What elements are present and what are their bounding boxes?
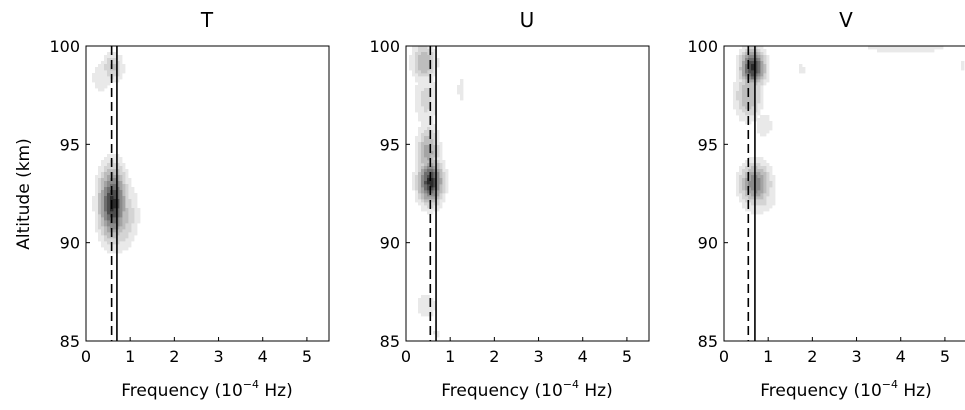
contour-level xyxy=(739,49,767,200)
x-tick-label: 1 xyxy=(763,347,773,366)
y-tick-label: 95 xyxy=(60,135,80,154)
contour-level xyxy=(427,178,434,188)
x-tick-label: 0 xyxy=(401,347,411,366)
y-tick-label: 100 xyxy=(687,37,718,56)
x-tick-label: 5 xyxy=(622,347,632,366)
contour-level xyxy=(98,64,129,239)
y-tick-label: 95 xyxy=(380,135,400,154)
panel-v: V 0 1 2 3 4 5 85 90 95 100 Frequency (10−4 Hz) xyxy=(687,8,965,401)
x-tick-label: 1 xyxy=(445,347,455,366)
x-ticks: 0 1 2 3 4 5 xyxy=(81,337,312,366)
y-tick-label: 90 xyxy=(60,234,80,253)
contour-level xyxy=(742,52,764,197)
panel-title: V xyxy=(839,8,853,32)
y-axis-label: Altitude (km) xyxy=(14,138,34,250)
x-ticks: 0 1 2 3 4 5 xyxy=(719,337,950,366)
x-tick-label: 3 xyxy=(533,347,543,366)
reference-lines xyxy=(429,46,437,341)
y-tick-label: 95 xyxy=(698,135,718,154)
contour-level xyxy=(745,55,761,194)
y-ticks: 85 90 95 100 xyxy=(49,37,90,351)
x-tick-label: 5 xyxy=(940,347,950,366)
panel-u: U 0 1 2 3 4 5 85 90 95 100 Frequency (10−4 Hz) xyxy=(369,8,650,401)
x-axis-label: Frequency (10−4 Hz) xyxy=(760,378,931,401)
x-axis-label: Frequency (10−4 Hz) xyxy=(121,378,292,401)
x-tick-label: 2 xyxy=(169,347,179,366)
x-tick-label: 2 xyxy=(489,347,499,366)
y-tick-label: 85 xyxy=(698,332,718,351)
y-tick-label: 100 xyxy=(49,37,80,56)
x-tick-label: 1 xyxy=(125,347,135,366)
y-ticks: 85 90 95 100 xyxy=(369,37,410,351)
contour-level xyxy=(751,64,755,71)
plot-frame xyxy=(723,45,965,342)
panel-title: T xyxy=(200,8,214,32)
x-tick-label: 0 xyxy=(719,347,729,366)
panel-t: T 0 1 2 3 4 5 85 90 95 100 Altitude (km) Frequen… xyxy=(14,8,330,401)
contour-level xyxy=(736,46,773,206)
contour-level xyxy=(415,46,446,209)
contour-level xyxy=(409,46,464,338)
x-tick-label: 3 xyxy=(851,347,861,366)
plot-frame xyxy=(405,45,650,342)
contour-level xyxy=(92,52,141,254)
x-tick-label: 5 xyxy=(302,347,312,366)
y-tick-label: 85 xyxy=(380,332,400,351)
x-axis-label: Frequency (10−4 Hz) xyxy=(441,378,612,401)
contour-layer xyxy=(733,46,965,215)
x-tick-label: 4 xyxy=(258,347,268,366)
y-ticks: 85 90 95 100 xyxy=(687,37,728,351)
reference-lines xyxy=(110,46,118,341)
x-tick-label: 3 xyxy=(213,347,223,366)
x-tick-label: 4 xyxy=(896,347,906,366)
y-tick-label: 85 xyxy=(60,332,80,351)
y-tick-label: 90 xyxy=(380,234,400,253)
y-tick-label: 90 xyxy=(698,234,718,253)
x-tick-label: 4 xyxy=(578,347,588,366)
x-tick-label: 0 xyxy=(81,347,91,366)
plot-frame xyxy=(85,45,330,342)
x-ticks: 0 1 2 3 4 5 xyxy=(401,337,632,366)
x-tick-label: 2 xyxy=(807,347,817,366)
y-tick-label: 100 xyxy=(369,37,400,56)
reference-lines xyxy=(747,46,756,341)
panel-title: U xyxy=(520,8,535,32)
